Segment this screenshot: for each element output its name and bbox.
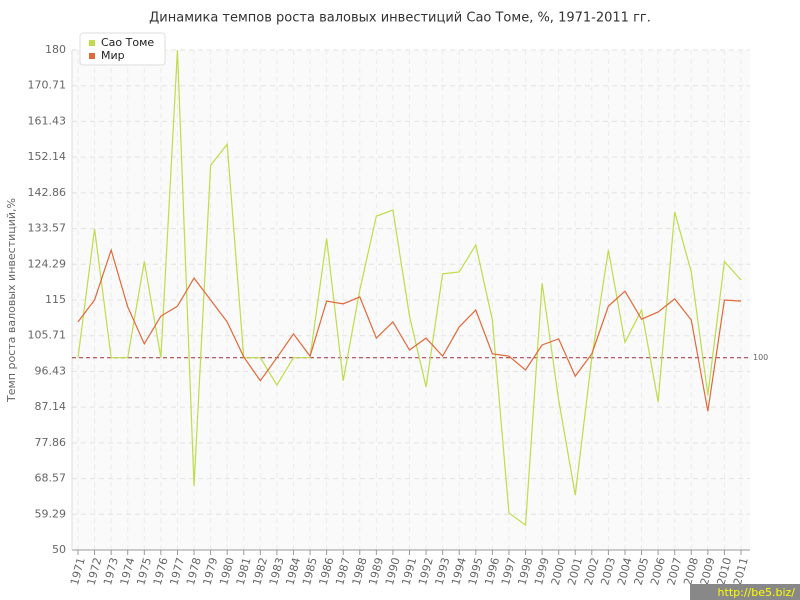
y-tick-label: 77.86 [35,436,67,449]
y-axis-label: Темп роста валовых инвестиций,% [5,198,18,403]
y-tick-label: 124.29 [28,257,67,270]
watermark: http://be5.biz/ [718,586,796,599]
series-line [77,49,742,527]
legend-box [79,32,166,66]
y-tick-label: 68.57 [35,472,67,485]
legend-label: Мир [101,49,125,62]
watermark-bg [690,584,800,600]
y-tick-label: 133.57 [28,222,67,235]
y-tick-label: 59.29 [35,507,67,520]
y-tick-label: 115 [45,293,66,306]
y-tick-label: 50 [52,543,66,556]
y-tick-label: 180 [45,43,66,56]
reference-label: 100 [753,353,768,362]
chart-title: Динамика темпов роста валовых инвестиций… [149,11,651,26]
y-tick-label: 170.71 [28,79,67,92]
y-tick-label: 96.43 [35,364,67,377]
y-tick-label: 161.43 [28,114,67,127]
legend-swatch [89,53,95,59]
legend-swatch [89,40,95,46]
y-tick-label: 142.86 [28,186,67,199]
legend-label: Сао Томе [101,36,154,49]
y-tick-label: 152.14 [28,150,67,163]
y-tick-label: 87.14 [35,400,67,413]
series-line [77,247,742,412]
y-tick-label: 105.71 [28,329,67,342]
